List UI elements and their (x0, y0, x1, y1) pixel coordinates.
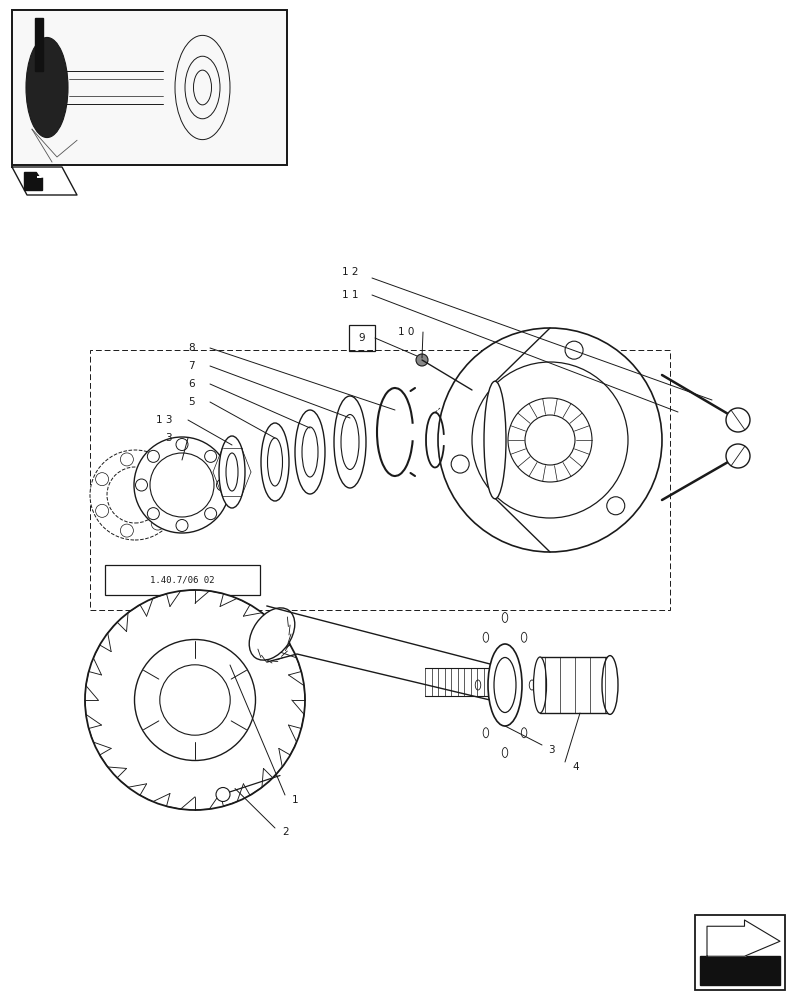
Ellipse shape (533, 657, 546, 713)
Circle shape (725, 408, 749, 432)
Polygon shape (32, 71, 162, 104)
Circle shape (135, 640, 255, 760)
Text: 2: 2 (281, 827, 288, 837)
Text: 6: 6 (188, 379, 195, 389)
Text: 7: 7 (188, 361, 195, 371)
Circle shape (150, 453, 214, 517)
Bar (12, 10, 286, 165)
Circle shape (90, 450, 180, 540)
Bar (90, 350, 669, 610)
Ellipse shape (487, 644, 521, 726)
Ellipse shape (294, 410, 324, 494)
Circle shape (725, 444, 749, 468)
Circle shape (606, 497, 624, 515)
Polygon shape (37, 171, 50, 177)
Ellipse shape (302, 427, 318, 477)
Bar (694, 915, 784, 990)
Text: 1 2: 1 2 (341, 267, 358, 277)
Text: 8: 8 (188, 343, 195, 353)
Ellipse shape (341, 414, 358, 470)
Circle shape (216, 787, 230, 801)
Circle shape (134, 437, 230, 533)
Ellipse shape (249, 608, 294, 660)
Bar (12, 10, 286, 165)
Ellipse shape (333, 396, 366, 488)
Circle shape (85, 590, 305, 810)
Text: 1.40.7/06 02: 1.40.7/06 02 (150, 575, 214, 584)
Circle shape (415, 354, 427, 366)
Text: 3: 3 (165, 433, 172, 443)
Ellipse shape (26, 37, 68, 138)
Polygon shape (706, 920, 779, 956)
Ellipse shape (260, 423, 289, 501)
Bar (105, 565, 260, 595)
Text: 1 3: 1 3 (156, 415, 172, 425)
Ellipse shape (219, 436, 245, 508)
Ellipse shape (267, 438, 282, 486)
Bar (349, 325, 375, 351)
Ellipse shape (601, 656, 617, 714)
Polygon shape (35, 18, 43, 71)
Text: 1 0: 1 0 (397, 327, 414, 337)
Polygon shape (699, 956, 779, 985)
Text: 1: 1 (292, 795, 298, 805)
Text: 3: 3 (547, 745, 554, 755)
Text: 4: 4 (571, 762, 578, 772)
Circle shape (437, 328, 661, 552)
Polygon shape (24, 172, 42, 190)
Circle shape (451, 455, 469, 473)
Ellipse shape (493, 658, 515, 712)
Text: 5: 5 (188, 397, 195, 407)
Polygon shape (12, 167, 77, 195)
Ellipse shape (483, 381, 505, 499)
Circle shape (508, 398, 591, 482)
Ellipse shape (225, 453, 238, 491)
Circle shape (471, 362, 627, 518)
Text: 9: 9 (358, 333, 365, 343)
Text: 1 1: 1 1 (341, 290, 358, 300)
Circle shape (564, 341, 582, 359)
